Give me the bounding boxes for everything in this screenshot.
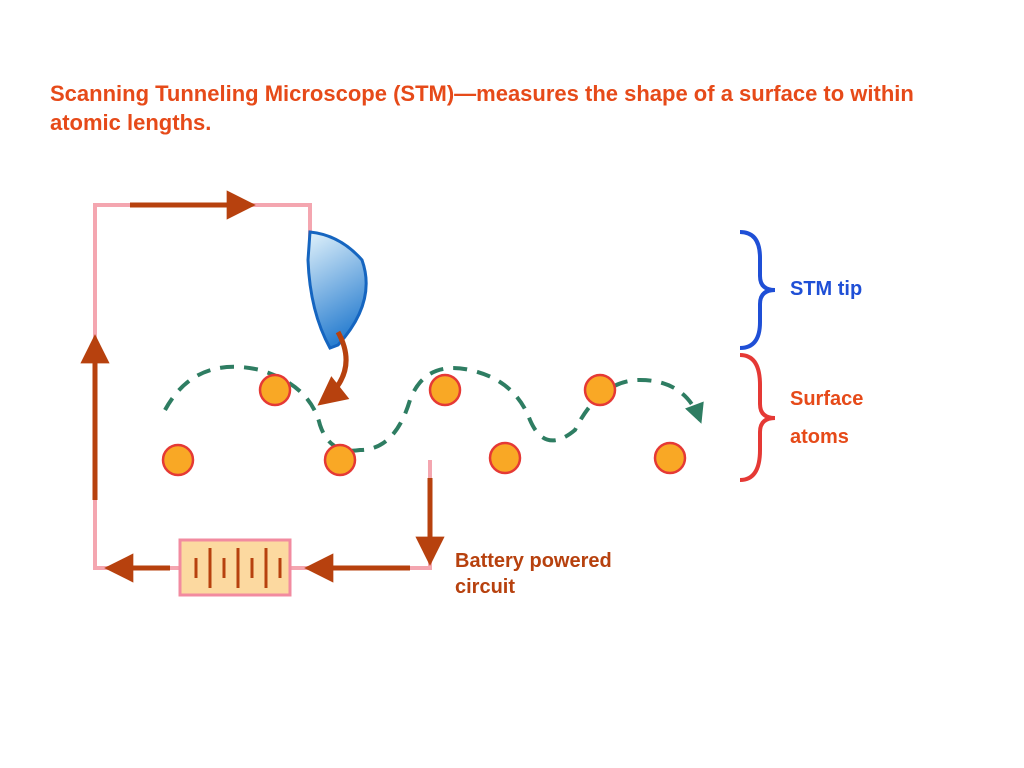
label-battery: Battery powered circuit [455, 548, 655, 600]
label-stm-tip: STM tip [790, 278, 862, 301]
label-surface: Surface [790, 388, 863, 411]
stm-tip-icon [308, 232, 366, 348]
label-atoms: atoms [790, 426, 849, 449]
brace-surface-atoms [740, 355, 775, 480]
surface-atoms-upper [260, 375, 615, 405]
battery-icon [180, 540, 290, 595]
surface-atoms-lower [163, 443, 685, 475]
scan-path [165, 367, 700, 451]
stm-diagram [0, 0, 1024, 768]
brace-stm-tip [740, 232, 775, 348]
